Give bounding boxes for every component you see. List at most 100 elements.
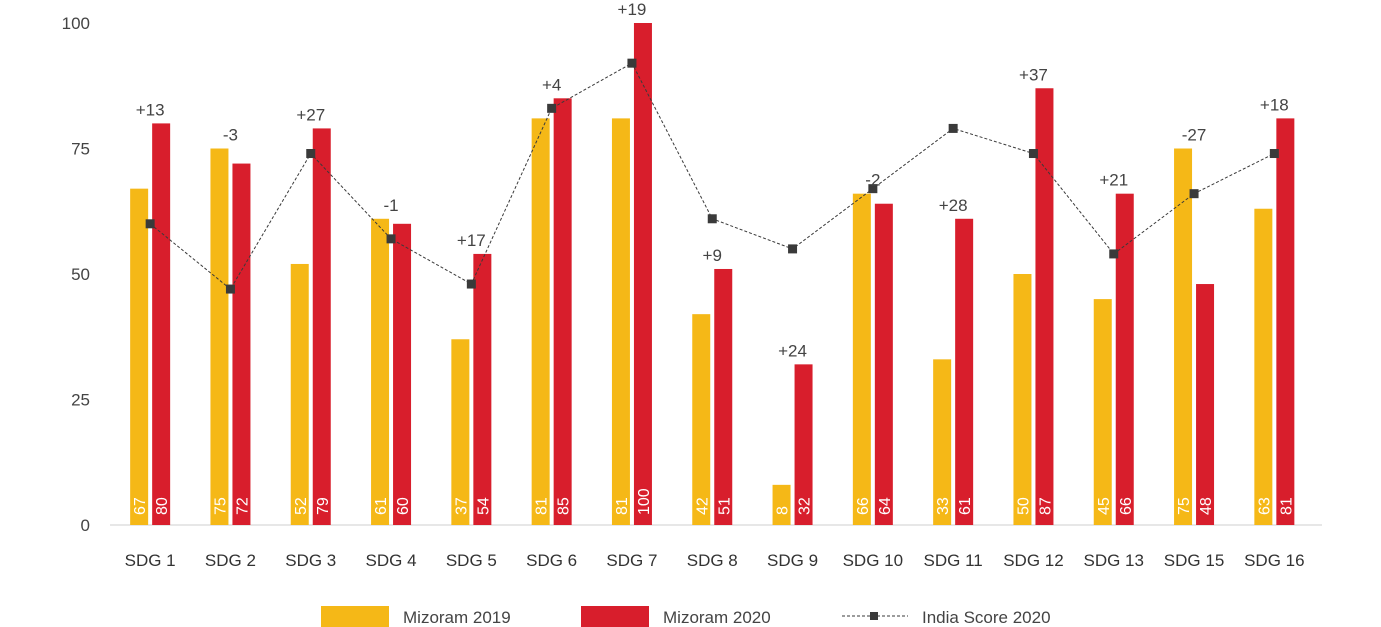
x-category-label: SDG 8 bbox=[687, 551, 738, 570]
bar-mizoram-2019-15 bbox=[1254, 208, 1273, 526]
india-score-point-13 bbox=[1109, 249, 1119, 259]
value-label-2020-14: 48 bbox=[1198, 497, 1215, 515]
bar-mizoram-2020-3 bbox=[312, 128, 331, 526]
bar-mizoram-2020-7 bbox=[633, 23, 652, 525]
legend-label-mizoram-2020: Mizoram 2020 bbox=[663, 608, 771, 627]
bar-mizoram-2020-13 bbox=[1115, 193, 1134, 525]
change-labels: +13 -3 +27 -1 +17 +4 +19 +9 +24 -2 +28 +37 +21 -27 +18 bbox=[136, 0, 1289, 360]
bar-mizoram-2020-1 bbox=[152, 123, 171, 526]
india-score-point-8 bbox=[707, 214, 717, 224]
india-score-line bbox=[145, 58, 1279, 294]
y-tick-label-100: 100 bbox=[62, 14, 90, 33]
change-label-4: -1 bbox=[383, 196, 398, 215]
value-label-2019-2: 75 bbox=[212, 497, 229, 515]
value-label-2020-8: 51 bbox=[716, 497, 733, 515]
bar-mizoram-2020-5 bbox=[473, 253, 492, 526]
india-score-point-4 bbox=[386, 234, 396, 244]
change-label-6: +4 bbox=[542, 75, 561, 94]
change-label-3: +27 bbox=[296, 105, 325, 124]
bar-mizoram-2019-13 bbox=[1093, 299, 1112, 525]
bar-mizoram-2019-14 bbox=[1174, 148, 1193, 525]
bar-mizoram-2019-10 bbox=[852, 193, 871, 525]
y-tick-label-0: 0 bbox=[81, 516, 90, 535]
legend-swatch-mizoram-2020 bbox=[581, 606, 649, 627]
value-label-2020-7: 100 bbox=[636, 488, 653, 515]
bar-mizoram-2019-3 bbox=[290, 263, 309, 525]
change-label-10: -2 bbox=[865, 171, 880, 190]
bar-mizoram-2019-9 bbox=[772, 484, 791, 525]
value-label-2020-5: 54 bbox=[475, 497, 492, 515]
bar-mizoram-2019-4 bbox=[371, 218, 390, 525]
change-label-15: +18 bbox=[1260, 95, 1289, 114]
bar-mizoram-2020-2 bbox=[232, 163, 251, 525]
bar-mizoram-2020-11 bbox=[955, 218, 974, 525]
x-category-label: SDG 3 bbox=[285, 551, 336, 570]
change-label-9: +24 bbox=[778, 341, 807, 360]
bar-mizoram-2019-12 bbox=[1013, 274, 1032, 525]
india-score-point-2 bbox=[225, 284, 235, 294]
value-label-2019-12: 50 bbox=[1015, 497, 1032, 515]
x-category-label: SDG 5 bbox=[446, 551, 497, 570]
legend-label-india-score-2020: India Score 2020 bbox=[922, 608, 1051, 627]
bars-group bbox=[130, 23, 1295, 526]
change-label-1: +13 bbox=[136, 100, 165, 119]
india-score-point-1 bbox=[145, 219, 155, 229]
india-score-point-14 bbox=[1189, 189, 1199, 199]
x-category-label: SDG 10 bbox=[843, 551, 903, 570]
value-label-2019-8: 42 bbox=[694, 497, 711, 515]
legend-marker-india-score bbox=[870, 612, 878, 620]
value-label-2020-10: 64 bbox=[877, 497, 894, 515]
value-label-2019-3: 52 bbox=[293, 497, 310, 515]
x-category-label: SDG 4 bbox=[366, 551, 417, 570]
value-label-2020-13: 66 bbox=[1118, 497, 1135, 515]
value-label-2019-5: 37 bbox=[453, 497, 470, 515]
change-label-8: +9 bbox=[703, 246, 722, 265]
y-tick-label-75: 75 bbox=[71, 140, 90, 159]
india-score-point-12 bbox=[1028, 149, 1038, 159]
x-category-label: SDG 15 bbox=[1164, 551, 1224, 570]
bar-mizoram-2020-10 bbox=[874, 203, 893, 525]
x-category-label: SDG 11 bbox=[924, 551, 983, 570]
india-score-point-9 bbox=[788, 244, 798, 254]
legend: Mizoram 2019 Mizoram 2020 India Score 20… bbox=[321, 606, 1051, 627]
bar-mizoram-2019-11 bbox=[933, 359, 952, 525]
change-label-7: +19 bbox=[618, 0, 647, 19]
value-label-2019-4: 61 bbox=[373, 497, 390, 515]
change-label-12: +37 bbox=[1019, 65, 1048, 84]
change-label-2: -3 bbox=[223, 126, 238, 145]
change-label-13: +21 bbox=[1099, 171, 1128, 190]
value-label-2019-10: 66 bbox=[855, 497, 872, 515]
x-category-label: SDG 1 bbox=[125, 551, 176, 570]
bar-mizoram-2020-12 bbox=[1035, 88, 1054, 525]
value-label-2020-15: 81 bbox=[1278, 497, 1295, 515]
y-tick-label-50: 50 bbox=[71, 265, 90, 284]
india-score-point-5 bbox=[466, 279, 476, 289]
value-label-2019-9: 8 bbox=[775, 506, 792, 515]
x-category-label: SDG 16 bbox=[1244, 551, 1304, 570]
bar-mizoram-2020-8 bbox=[714, 268, 733, 525]
bar-mizoram-2019-1 bbox=[130, 188, 149, 525]
x-category-label: SDG 7 bbox=[606, 551, 657, 570]
x-category-label: SDG 12 bbox=[1003, 551, 1063, 570]
bar-mizoram-2020-9 bbox=[794, 364, 813, 525]
value-label-2020-2: 72 bbox=[234, 497, 251, 515]
india-score-point-6 bbox=[547, 103, 557, 113]
x-category-label: SDG 13 bbox=[1084, 551, 1144, 570]
y-axis: 0 25 50 75 100 bbox=[62, 14, 90, 535]
bar-mizoram-2020-4 bbox=[393, 223, 412, 526]
x-axis-labels: SDG 1 SDG 2 SDG 3 SDG 4 SDG 5 SDG 6 SDG 7 SDG 8… bbox=[125, 551, 1305, 570]
value-label-2019-1: 67 bbox=[132, 497, 149, 515]
bar-mizoram-2019-6 bbox=[531, 118, 550, 525]
bar-value-labels: 67 80 75 72 52 79 61 60 37 54 81 85 81 100 42 51 8 32 66 64… bbox=[132, 488, 1295, 515]
y-tick-label-25: 25 bbox=[71, 391, 90, 410]
value-label-2020-11: 61 bbox=[957, 497, 974, 515]
bar-mizoram-2019-8 bbox=[692, 314, 711, 525]
bar-mizoram-2020-15 bbox=[1276, 118, 1295, 525]
value-label-2020-9: 32 bbox=[797, 497, 814, 515]
bar-mizoram-2019-2 bbox=[210, 148, 229, 525]
value-label-2019-11: 33 bbox=[935, 497, 952, 515]
india-score-point-7 bbox=[627, 58, 637, 68]
legend-swatch-mizoram-2019 bbox=[321, 606, 389, 627]
value-label-2020-4: 60 bbox=[395, 497, 412, 515]
